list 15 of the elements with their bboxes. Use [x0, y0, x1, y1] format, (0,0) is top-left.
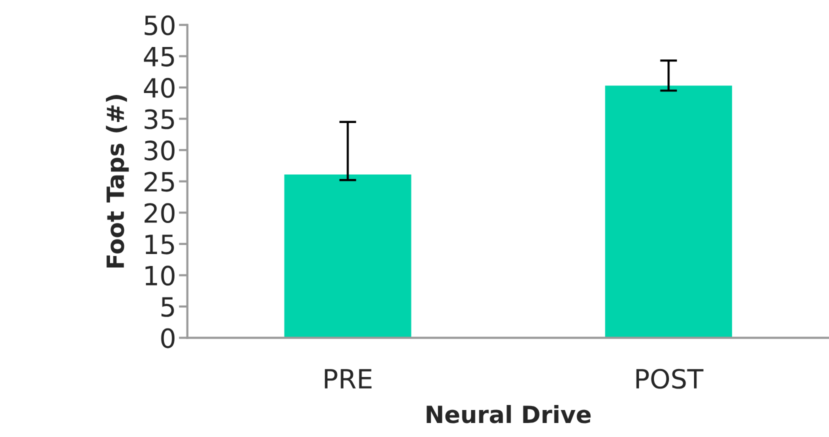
y-tick-label: 45	[144, 46, 174, 67]
y-tick-label: 35	[144, 109, 174, 130]
y-tick-label: 15	[146, 234, 174, 254]
y-tick-label: 40	[144, 78, 174, 98]
y-tick-label: 50	[144, 15, 174, 36]
y-tick-label: 20	[144, 203, 174, 224]
y-tick-label: 10	[146, 266, 174, 286]
x-axis-title: Neural Drive	[426, 405, 591, 424]
y-tick-label: 25	[144, 172, 174, 192]
x-tick-label: POST	[636, 368, 704, 389]
x-tick-label: PRE	[324, 369, 372, 388]
y-tick-label: 0	[161, 328, 174, 348]
y-axis-title: Foot Taps (#)	[106, 95, 129, 268]
y-tick-label: 30	[144, 140, 174, 160]
y-tick-label: 5	[161, 297, 174, 317]
